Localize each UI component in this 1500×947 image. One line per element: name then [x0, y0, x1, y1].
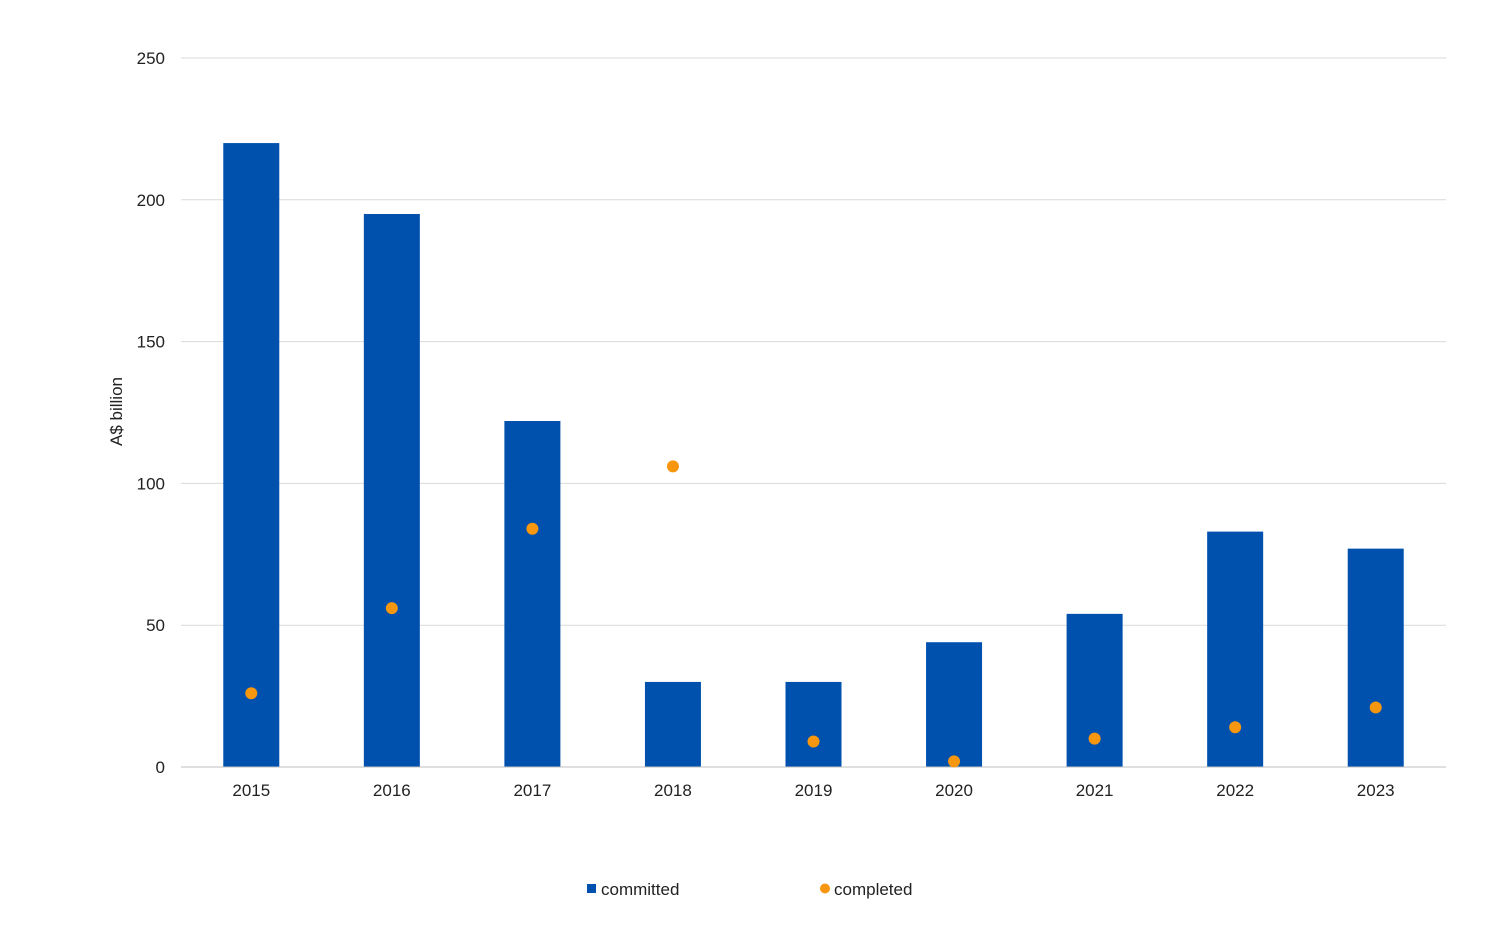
bar-committed: [926, 642, 983, 767]
point-completed: [1229, 721, 1242, 734]
y-tick-label: 50: [146, 616, 165, 635]
x-tick-label: 2022: [1216, 781, 1254, 800]
x-tick-label: 2018: [654, 781, 692, 800]
legend-label-completed: completed: [834, 880, 912, 899]
legend-label-committed: committed: [601, 880, 679, 899]
bar-committed: [785, 681, 842, 767]
x-tick-label: 2017: [513, 781, 551, 800]
bar-committed: [504, 421, 561, 767]
x-tick-label: 2016: [373, 781, 411, 800]
x-tick-label: 2019: [795, 781, 833, 800]
x-tick-label: 2023: [1357, 781, 1395, 800]
point-completed: [385, 602, 398, 615]
y-tick-label: 150: [137, 333, 165, 352]
y-tick-label: 200: [137, 191, 165, 210]
y-axis-ticks: 0 50 100 150 200 250: [137, 49, 165, 777]
committed-series: [223, 143, 1404, 768]
point-completed: [1088, 732, 1101, 745]
bar-committed: [223, 143, 280, 767]
x-tick-label: 2021: [1076, 781, 1114, 800]
legend-swatch-committed: [587, 884, 596, 893]
point-completed: [948, 755, 961, 768]
y-axis-title: A$ billion: [107, 377, 126, 446]
point-completed: [666, 460, 679, 473]
point-completed: [245, 687, 258, 700]
x-tick-label: 2020: [935, 781, 973, 800]
x-tick-label: 2015: [232, 781, 270, 800]
bar-committed: [644, 681, 701, 767]
legend-swatch-completed: [820, 883, 830, 894]
y-tick-label: 250: [137, 49, 165, 68]
point-completed: [526, 522, 539, 535]
y-tick-label: 100: [137, 474, 165, 493]
y-tick-label: 0: [156, 758, 165, 777]
legend: committed completed: [587, 880, 912, 899]
bar-committed: [363, 213, 420, 768]
bar-committed: [1347, 548, 1404, 767]
x-axis-ticks: 2015 2016 2017 2018 2019 2020 2021 2022 2023: [232, 781, 1394, 800]
point-completed: [807, 735, 820, 748]
point-completed: [1369, 701, 1382, 714]
completed-series: [245, 460, 1382, 768]
